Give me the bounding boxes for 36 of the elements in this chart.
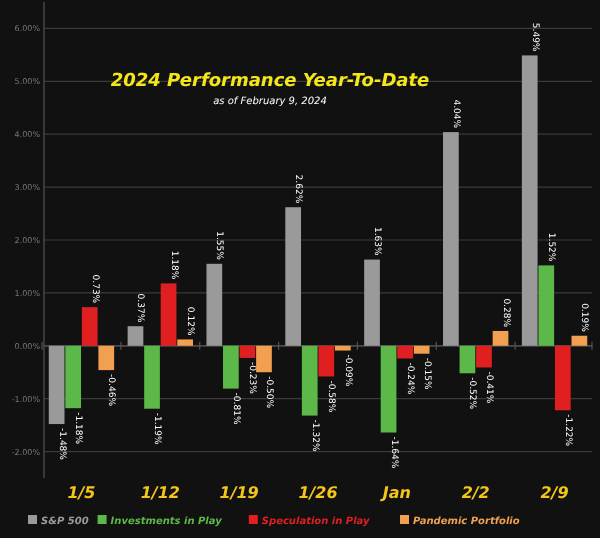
bar [206, 263, 223, 346]
x-tick-label: 1/19 [219, 484, 260, 502]
bar [380, 345, 397, 433]
bar [48, 345, 65, 425]
bar [65, 345, 82, 409]
bar [81, 307, 98, 346]
bar [239, 345, 256, 358]
x-tick-label: 2/2 [461, 484, 491, 502]
bar [459, 345, 476, 374]
bar [397, 345, 413, 359]
bar [492, 330, 509, 346]
bar [443, 132, 459, 346]
bar [285, 207, 302, 346]
bar [177, 339, 193, 346]
bar [144, 345, 160, 409]
bar [223, 345, 239, 389]
bar [160, 283, 177, 346]
bar [301, 345, 318, 416]
x-tick-label: 2/9 [540, 484, 570, 502]
text: 2024 Performance Year-To-Date [110, 72, 430, 92]
bar [334, 345, 351, 351]
bar [413, 345, 430, 354]
bar [364, 259, 380, 346]
bar [521, 55, 538, 346]
bar [538, 265, 555, 346]
bar [127, 326, 144, 346]
x-tick-label: Jan [378, 484, 412, 502]
bar [476, 345, 492, 368]
bar [98, 345, 115, 371]
x-tick-label: 1/5 [67, 484, 97, 502]
x-tick-label: 1/26 [298, 484, 339, 502]
bar [571, 335, 588, 346]
bar [554, 345, 571, 411]
bar [318, 345, 335, 377]
bar [256, 345, 272, 373]
x-tick-label: 1/12 [140, 484, 181, 502]
